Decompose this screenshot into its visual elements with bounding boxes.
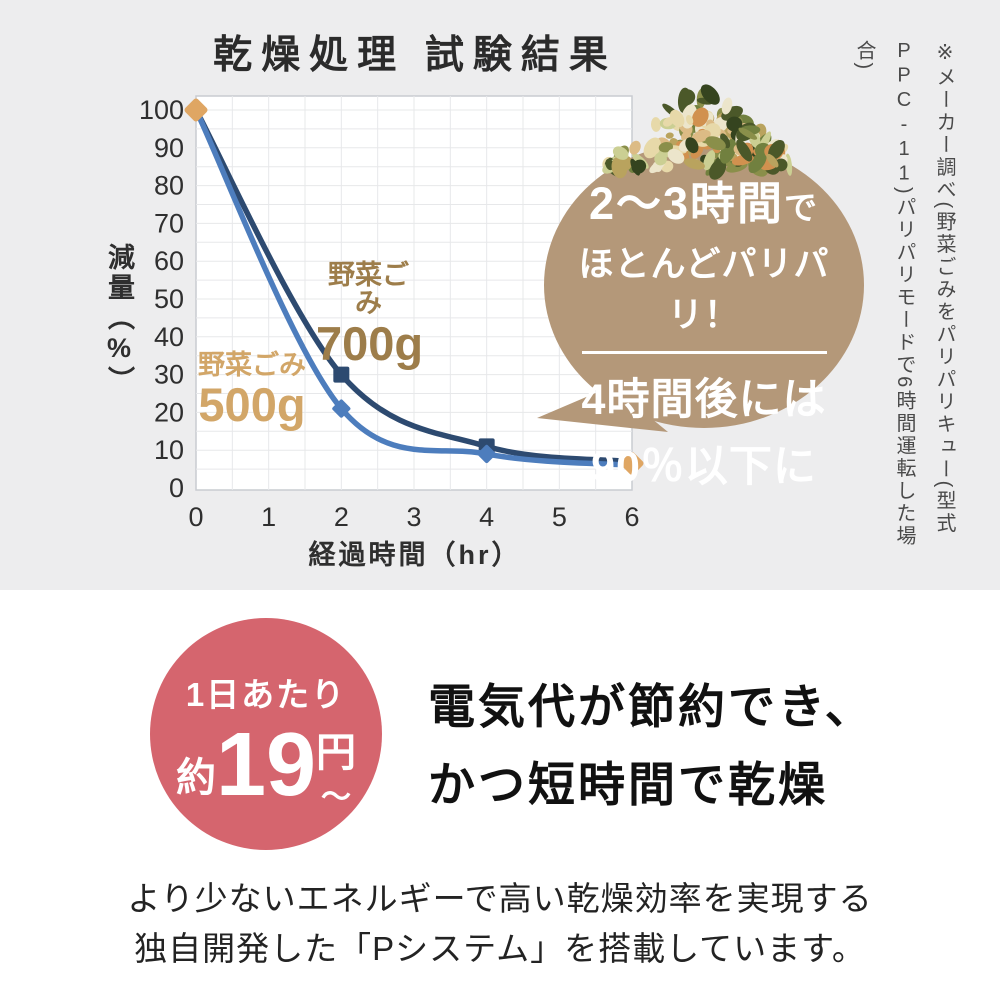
speech-bubble — [537, 142, 864, 432]
veggie-flake — [678, 89, 696, 105]
x-tick-label: 0 — [188, 502, 203, 532]
p-system-description: より少ないエネルギーで高い乾燥効率を実現する 独自開発した「Pシステム」を搭載して… — [127, 880, 873, 967]
veggie-flake — [669, 109, 685, 128]
veggie-flake — [736, 139, 753, 162]
cost-benefit-section: 1日あたり 約 19 円 〜 電気代が節約でき、 かつ短時間で乾燥 より少ないエ… — [0, 590, 1000, 1000]
series-label-700g: 野菜ごみ 700g — [316, 260, 424, 370]
x-tick-label: 3 — [406, 502, 421, 532]
y-tick-label: 80 — [154, 171, 184, 201]
speech-bubble-body — [544, 142, 864, 428]
y-tick-label: 100 — [139, 95, 184, 125]
series-label-500g: 野菜ごみ 500g — [198, 351, 306, 430]
badge-tilde: 〜 — [321, 781, 352, 814]
veggie-flake — [650, 117, 662, 132]
series-label-500g-weight: 500g — [198, 378, 306, 432]
veggie-flake — [611, 156, 628, 179]
bubble-line3: 4時間後には — [581, 376, 827, 424]
veggie-flake — [768, 139, 785, 160]
series-label-500g-name: 野菜ごみ — [198, 350, 306, 380]
x-tick-label: 6 — [624, 502, 639, 532]
y-tick-label: 70 — [154, 208, 184, 238]
x-tick-label: 5 — [552, 502, 567, 532]
x-tick-label: 1 — [261, 502, 276, 532]
veggie-flake — [766, 153, 779, 168]
marker-diamond-500g — [332, 399, 351, 418]
bubble-line4: 90％以下に — [591, 443, 817, 491]
benefit-headline-line2: かつ短時間で乾燥 — [428, 758, 828, 811]
dried-vegetable-pile-image — [602, 84, 793, 180]
veggie-flake — [700, 84, 720, 105]
veggie-flake — [612, 146, 629, 160]
series-line-500g — [193, 107, 635, 469]
badge-unit: 円 — [316, 731, 357, 775]
veggie-flake — [691, 107, 709, 127]
series-line-700g — [193, 107, 635, 465]
veggie-flake — [709, 159, 727, 180]
daily-cost-badge: 1日あたり 約 19 円 〜 — [150, 618, 382, 850]
marker-diamond-500g — [477, 444, 496, 464]
bubble-line2: ほとんどパリパリ！ — [578, 245, 830, 335]
veggie-flake — [685, 137, 699, 154]
benefit-headline: 電気代が節約でき、 かつ短時間で乾燥 — [428, 668, 875, 824]
badge-line1: 1日あたり — [185, 676, 347, 713]
veggie-flake — [738, 127, 758, 140]
veggie-flake — [665, 132, 674, 139]
speech-bubble-text: 2〜3時間で ほとんどパリパリ！ 4時間後には 90％以下に — [544, 167, 864, 494]
y-tick-label: 0 — [169, 473, 184, 503]
x-tick-label: 4 — [479, 502, 494, 532]
bubble-divider — [581, 351, 827, 354]
y-axis-title: 減量（%） — [104, 243, 134, 396]
veggie-flake — [685, 114, 694, 126]
badge-price: 約 19 円 〜 — [176, 714, 356, 816]
veggie-flake — [721, 97, 733, 115]
bubble-line1: 2〜3時間で — [588, 178, 820, 229]
badge-amount: 19 — [215, 714, 317, 815]
section-title: 乾燥処理 試験結果 — [213, 34, 617, 77]
marker-square-700g — [333, 366, 350, 383]
y-tick-label: 60 — [154, 246, 184, 276]
veggie-flake — [720, 133, 731, 149]
veggie-flake — [629, 140, 641, 155]
speech-bubble-tail — [537, 386, 668, 432]
benefit-headline-line1: 電気代が節約でき、 — [428, 680, 875, 733]
veggie-flake — [705, 136, 726, 151]
y-tick-label: 50 — [154, 284, 184, 314]
test-results-section: 乾燥処理 試験結果 0 10 20 30 40 50 60 70 80 90 100 0 1 2 3 4 5 6 … — [0, 0, 1000, 590]
y-tick-label: 40 — [154, 322, 184, 352]
marker-endpoint — [620, 451, 644, 475]
veggie-flake — [654, 152, 667, 166]
marker-endpoint — [184, 98, 208, 122]
badge-unit-group: 円 〜 — [316, 720, 356, 816]
veggie-flake — [643, 137, 662, 159]
disclaimer-note: ※メーカー調べ(野菜ごみをパリパリキュー(型式 PPC-11)パリパリモードで6時… — [853, 40, 955, 548]
x-axis-title: 経過時間（hr） — [308, 540, 522, 570]
y-tick-label: 30 — [154, 360, 184, 390]
veggie-flake — [630, 158, 641, 176]
series-label-700g-weight: 700g — [316, 316, 424, 370]
y-tick-label: 20 — [154, 397, 184, 427]
badge-approx: 約 — [175, 756, 216, 800]
y-tick-label: 90 — [154, 133, 184, 163]
y-tick-label: 10 — [154, 435, 184, 465]
veggie-flake — [667, 148, 685, 164]
veggie-flake — [774, 158, 788, 172]
veggie-flake — [683, 158, 705, 170]
series-label-700g-name: 野菜ごみ — [328, 260, 409, 319]
x-tick-label: 2 — [334, 502, 349, 532]
veggie-flake — [658, 142, 674, 153]
veggie-flake — [726, 116, 743, 132]
